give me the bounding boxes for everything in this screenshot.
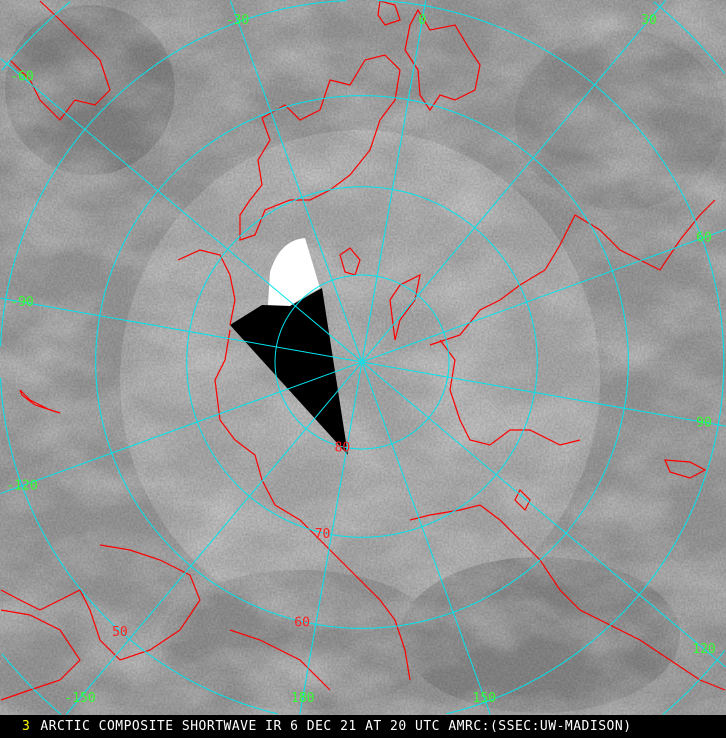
meridian-150 (361, 362, 491, 715)
novaya-zemlya (389, 273, 421, 341)
lat-label: 50 (112, 625, 128, 640)
meridian-0 (361, 0, 427, 362)
meridian--150 (65, 362, 362, 715)
lon-label: 90 (696, 415, 712, 430)
arctic-islands (439, 339, 581, 446)
meridian-90 (362, 361, 726, 427)
lat-label: 60 (294, 616, 310, 631)
lon-label: 180 (291, 691, 314, 706)
lon-label: 150 (473, 691, 496, 706)
frame-number: 3 (22, 719, 31, 734)
scandinavia-coast (404, 8, 481, 112)
meridian--120 (0, 361, 362, 495)
svalbard-coast (339, 247, 361, 276)
latitude-circle-40 (1, 1, 726, 715)
siberia-coast (429, 199, 716, 346)
lon-label: -120 (6, 479, 37, 494)
north-america-pacific (229, 629, 331, 691)
lake-coast (19, 389, 61, 414)
lon-label: 0 (418, 13, 426, 28)
caption-text: ARCTIC COMPOSITE SHORTWAVE IR 6 DEC 21 A… (40, 719, 632, 734)
canada-north-coast (9, 0, 111, 121)
lon-label: -60 (10, 70, 33, 85)
graticule (0, 0, 726, 715)
alaska-coast (409, 504, 726, 691)
canadian-arctic-coast (214, 329, 411, 681)
satellite-map: -60 -30 0 30 60 90 120 150 180 -150 -120 -90 80 70 60 5… (0, 0, 726, 715)
meridian-30 (362, 0, 666, 362)
lon-label: -90 (10, 295, 33, 310)
meridian-60 (362, 229, 726, 363)
lon-label: -150 (64, 691, 95, 706)
meridian-180 (299, 362, 363, 715)
labrador-coast (0, 544, 201, 661)
meridian--30 (229, 0, 363, 362)
image-caption-bar: 3 ARCTIC COMPOSITE SHORTWAVE IR 6 DEC 21 … (0, 715, 726, 738)
hudson-coast (0, 609, 81, 701)
greenland-coast (239, 54, 401, 241)
latitude-circle-70 (186, 186, 538, 538)
lat-label: 70 (315, 527, 331, 542)
coastlines (0, 0, 726, 701)
graticule-labels: -60 -30 0 30 60 90 120 150 180 -150 -120 -90 80 70 60 5… (6, 13, 715, 706)
lon-label: -30 (226, 13, 249, 28)
latitude-circle-50 (0, 0, 725, 715)
iceland-coast (377, 0, 401, 26)
meridian-120 (362, 362, 726, 668)
lon-label: 60 (696, 231, 712, 246)
bering-islands (514, 488, 531, 512)
latitude-circle-60 (95, 95, 629, 629)
meridian--90 (0, 297, 362, 363)
lon-label: 120 (692, 642, 715, 657)
lon-label: 30 (641, 13, 657, 28)
lat-label: 80 (335, 441, 351, 456)
meridian--60 (0, 58, 362, 362)
wrangel-island (664, 459, 707, 479)
latitude-circle-80 (274, 274, 450, 450)
baffin-region (177, 249, 236, 326)
